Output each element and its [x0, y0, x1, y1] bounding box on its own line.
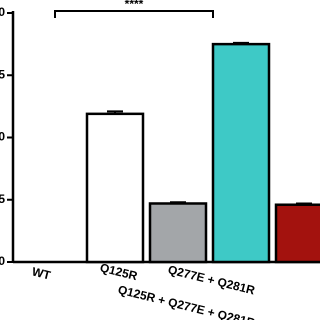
bar [148, 202, 208, 264]
error-bar [296, 202, 312, 205]
significance-label: **** [125, 0, 144, 11]
y-tick-label: 5 [0, 192, 5, 206]
error-bar [170, 201, 186, 204]
x-tick-label: Q125R [99, 260, 140, 283]
error-bar [107, 110, 123, 114]
error-bar [233, 41, 249, 45]
y-tick-label: 0 [0, 130, 5, 144]
y-tick-label: 0 [0, 5, 5, 19]
bar [211, 42, 271, 264]
bar [85, 112, 145, 264]
y-tick-label: 5 [0, 67, 5, 81]
x-tick-label: WT [31, 264, 53, 282]
significance-bracket [54, 10, 214, 18]
x-tick-label: Q277E + Q281R [167, 262, 257, 297]
y-tick-label: 0 [0, 254, 5, 268]
bar [274, 203, 320, 264]
